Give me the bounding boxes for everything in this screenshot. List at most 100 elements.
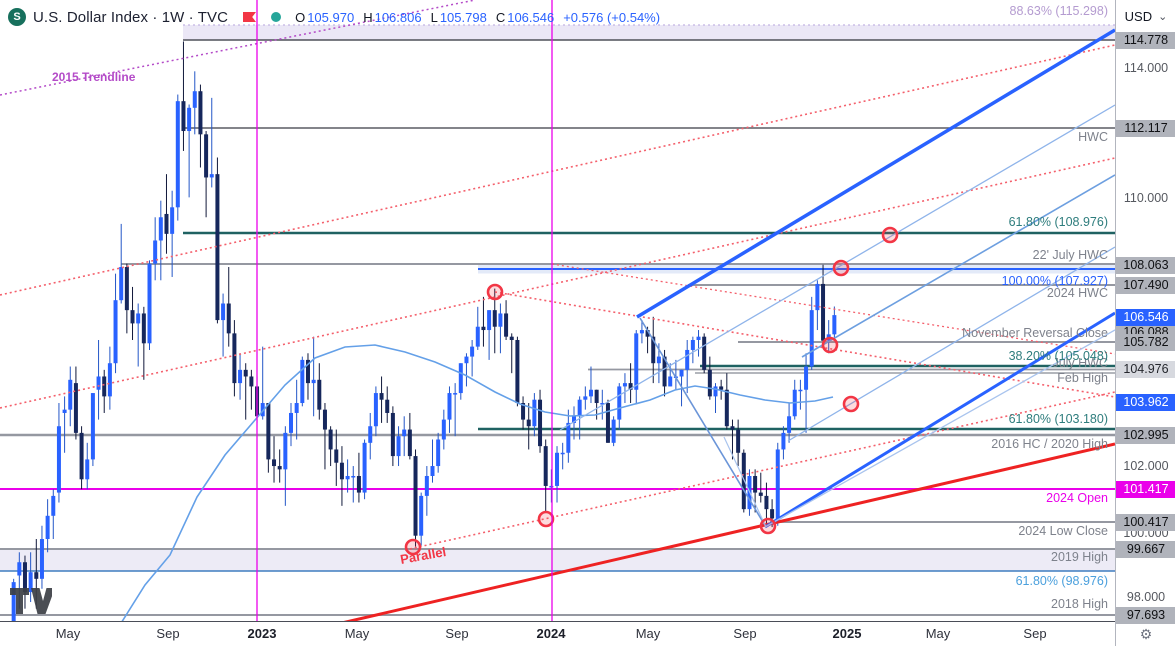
price-chart-canvas[interactable] [0, 0, 1115, 621]
candle-body [181, 101, 186, 132]
touch-marker-circle [537, 510, 555, 528]
high-value: 106.806 [374, 9, 422, 25]
trendline-median-line [801, 174, 1115, 358]
candle-body [22, 562, 27, 593]
time-axis-label: May [635, 626, 661, 641]
candle-body [221, 303, 226, 321]
touch-marker-circle [404, 538, 422, 556]
candle-body [605, 403, 610, 443]
candle-body [588, 389, 593, 397]
price-axis-label: 112.117 [1116, 119, 1175, 137]
candle-body [390, 412, 395, 457]
candle-body [272, 459, 277, 467]
price-axis[interactable]: USD ⌄ 114.000 110.000 102.000 100.000 98.000… [1115, 0, 1175, 646]
candle-body [413, 456, 418, 536]
candle-body [543, 446, 548, 486]
candle-body [73, 383, 78, 433]
trendline-parallel-lower [404, 391, 1115, 551]
candle-body [260, 403, 265, 417]
time-axis[interactable]: May Sep 2023 May Sep 2024 May Sep 2025 May Sep [0, 621, 1115, 646]
level-label: 2019 High [1051, 550, 1108, 564]
candle-body [622, 383, 627, 387]
level-label: 88.63% (115.298) [1009, 4, 1108, 18]
trendline-blue-descending-light [723, 436, 767, 528]
chart-pane[interactable]: S U.S. Dollar Index · 1W · TVC O 105.970 … [0, 0, 1115, 621]
candle-body [328, 429, 333, 450]
level-label: 22' July HWC [1032, 248, 1108, 262]
trendline-blue-channel-upper [636, 28, 1115, 319]
candle-body [730, 426, 735, 430]
time-axis-label: 2025 [832, 626, 862, 641]
candle-body [339, 462, 344, 480]
candle-body [368, 426, 373, 443]
candle-body [11, 582, 16, 621]
candle-body [232, 333, 237, 384]
candle-body [238, 369, 243, 384]
candle-body [170, 207, 175, 234]
candle-body [685, 349, 690, 370]
candle-body [594, 389, 599, 404]
currency-label: USD [1124, 8, 1153, 24]
trendline-descending-dotted-2 [551, 263, 1115, 355]
time-axis-label: Sep [1023, 626, 1047, 641]
price-axis-label: 107.490 [1116, 276, 1175, 294]
level-label: 61.80% (103.180) [1008, 412, 1108, 426]
candle-body [804, 366, 809, 390]
candle-body [294, 403, 299, 413]
candle-body [226, 303, 231, 334]
flag-icon[interactable] [242, 10, 257, 24]
time-axis-label: Sep [733, 626, 757, 641]
candle-body [436, 439, 441, 467]
touch-marker-circle [881, 226, 899, 244]
price-axis-label: 98.000 [1126, 589, 1166, 604]
level-label: 2024 HWC [1046, 286, 1108, 300]
candle-body [130, 310, 135, 324]
candle-body [487, 310, 492, 331]
low-value: 105.798 [439, 9, 487, 25]
candle-body [696, 336, 701, 340]
candle-body [373, 393, 378, 427]
time-axis-label: 2024 [536, 626, 566, 641]
tradingview-logo-icon[interactable] [10, 586, 52, 616]
candle-body [775, 449, 780, 520]
candle-body [736, 429, 741, 453]
trendline-parallel-mid [0, 157, 1115, 409]
candle-body [243, 369, 248, 377]
price-axis-label: 110.000 [1123, 190, 1169, 205]
candle-body [572, 416, 576, 423]
time-axis-label: 2023 [247, 626, 277, 641]
symbol-title[interactable]: U.S. Dollar Index · 1W · TVC [33, 8, 229, 26]
zone-band [0, 549, 1115, 571]
candle-body [424, 475, 429, 496]
candle-body [90, 393, 95, 460]
axis-settings-gear-icon[interactable]: ⚙ [1139, 626, 1153, 642]
candle-body [334, 449, 339, 463]
candle-body [713, 386, 718, 397]
candle-body [396, 436, 401, 457]
source-logo-icon[interactable]: S [8, 8, 26, 26]
candle-body [351, 475, 356, 478]
candle-body [498, 313, 503, 327]
candle-body [781, 432, 786, 450]
candle-body [419, 495, 424, 536]
candle-body [566, 422, 571, 453]
market-status-icon[interactable] [271, 12, 282, 22]
level-label: 100.00% (107.927) [1001, 274, 1108, 288]
candle-body [85, 459, 90, 480]
trendline-blue-descending [639, 317, 767, 528]
candle-body [385, 399, 390, 413]
close-value: 106.546 [507, 9, 555, 25]
candle-body [113, 300, 118, 364]
candle-body [634, 333, 639, 390]
candle-body [509, 336, 514, 340]
currency-selector[interactable]: USD ⌄ [1116, 0, 1175, 33]
candle-body [679, 369, 684, 377]
candle-body [583, 396, 588, 400]
candle-body [68, 379, 73, 410]
price-axis-label: 108.063 [1116, 256, 1175, 274]
candle-body [34, 572, 39, 579]
candle-body [470, 346, 475, 357]
time-axis-label: May [55, 626, 81, 641]
symbol-header: S U.S. Dollar Index · 1W · TVC O 105.970 … [8, 6, 660, 28]
candle-body [39, 539, 44, 579]
